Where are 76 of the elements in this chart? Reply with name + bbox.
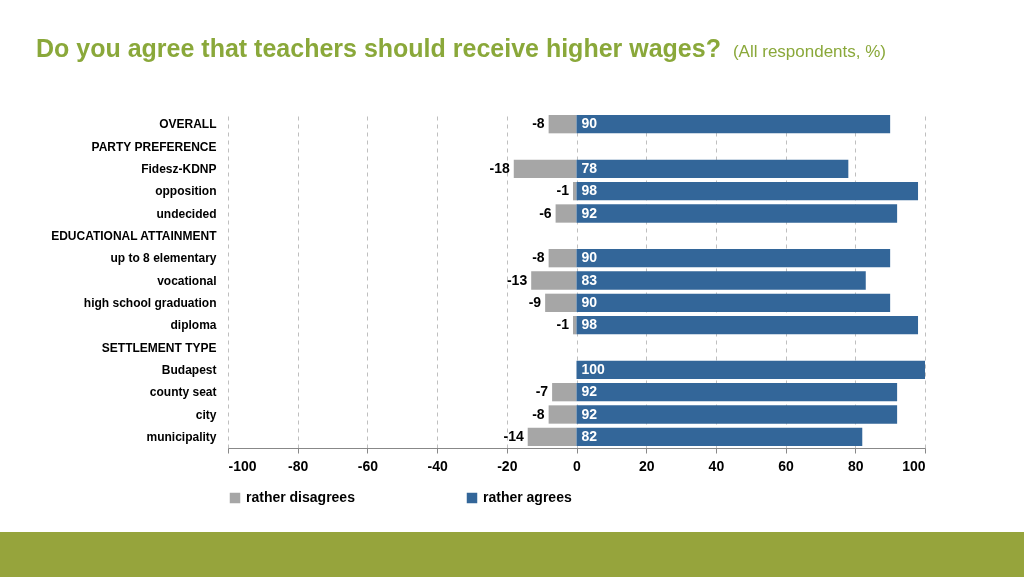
x-tick-label: -80 (288, 457, 309, 474)
x-tick-label: -20 (497, 457, 518, 474)
bar (576, 427, 863, 446)
bar (531, 271, 577, 290)
data-label: -6 (539, 204, 552, 221)
bar (573, 182, 577, 201)
x-tick-label: 60 (778, 457, 795, 474)
bar (527, 427, 577, 446)
chart-subtitle: (All respondents, %) (732, 42, 887, 61)
bar (576, 383, 898, 402)
data-label: -8 (532, 405, 545, 422)
x-tick-label: -60 (357, 457, 379, 474)
bar (576, 271, 866, 290)
y-tick-label: EDUCATIONAL ATTAINMENT (51, 228, 218, 243)
y-tick-label: OVERALL (159, 117, 217, 132)
bar (576, 293, 891, 312)
data-label: -8 (532, 115, 545, 132)
x-tick-label: 80 (848, 457, 864, 474)
x-tick-label: 40 (708, 457, 725, 474)
x-tick-label: 20 (638, 457, 655, 474)
x-tick-label: -40 (427, 457, 448, 474)
y-tick-label: diploma (170, 318, 217, 333)
y-tick-label: city (195, 407, 217, 422)
legend-label: rather disagrees (246, 489, 356, 505)
legend-label: rather agrees (483, 489, 572, 505)
bar (545, 293, 577, 312)
data-label: 78 (581, 159, 598, 176)
chart-title: Do you agree that teachers should receive higher wages? (36, 34, 721, 62)
data-label: 92 (581, 383, 598, 400)
data-label: 92 (581, 204, 598, 221)
data-label: -8 (532, 249, 545, 266)
bar (548, 115, 577, 134)
data-label: -14 (503, 427, 524, 444)
y-tick-label: undecided (156, 206, 217, 221)
data-label: 98 (581, 316, 598, 333)
bar (576, 115, 891, 134)
data-label: 90 (581, 249, 598, 266)
y-tick-label: opposition (155, 184, 217, 199)
x-tick-label: 100 (902, 457, 926, 474)
bar (576, 249, 891, 268)
bar (576, 182, 919, 201)
data-label: -1 (556, 316, 570, 333)
data-label: 90 (581, 293, 598, 310)
bar (573, 316, 577, 335)
bar (552, 383, 577, 402)
data-label: -1 (556, 182, 570, 199)
y-tick-label: high school graduation (83, 295, 217, 310)
data-label: -7 (535, 383, 549, 400)
y-tick-label: up to 8 elementary (110, 251, 217, 266)
data-label: 92 (581, 405, 598, 422)
x-tick-label: -100 (228, 457, 257, 474)
bar (576, 204, 898, 223)
data-label: 100 (581, 360, 606, 377)
y-tick-label: vocational (157, 273, 217, 288)
data-label: -18 (489, 159, 510, 176)
data-label: 82 (581, 427, 598, 444)
bar (548, 405, 577, 424)
y-tick-label: municipality (146, 429, 217, 444)
bar (576, 405, 898, 424)
y-tick-label: PARTY PREFERENCE (91, 139, 217, 154)
bar (576, 159, 849, 178)
bar (548, 249, 577, 268)
data-label: 98 (581, 182, 598, 199)
data-label: 90 (581, 115, 598, 132)
x-tick-label: 0 (573, 457, 582, 474)
data-label: 83 (581, 271, 598, 288)
bar (555, 204, 577, 223)
bar (576, 360, 925, 379)
bar (576, 316, 919, 335)
y-tick-label: SETTLEMENT TYPE (101, 340, 217, 355)
bar (513, 159, 577, 178)
y-tick-label: Budapest (161, 362, 217, 377)
data-label: -13 (506, 271, 528, 288)
data-label: -9 (528, 293, 542, 310)
y-tick-label: county seat (149, 385, 217, 400)
y-tick-label: Fidesz-KDNP (141, 161, 217, 176)
